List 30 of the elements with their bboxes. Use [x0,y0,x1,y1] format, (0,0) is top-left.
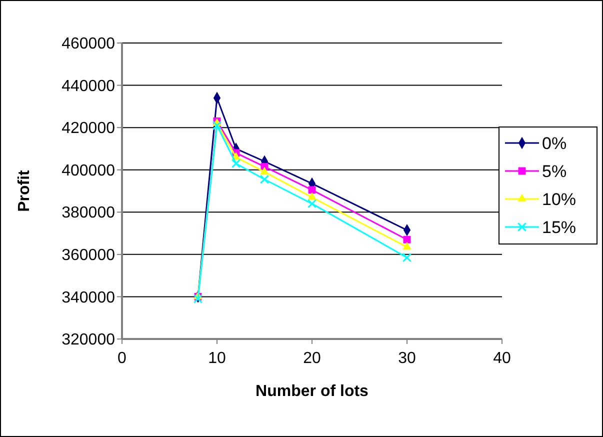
x-tick-label: 30 [398,350,416,367]
point [212,120,222,130]
legend-label: 5% [542,162,567,181]
x-tick-label: 40 [493,350,511,367]
point [193,294,203,304]
x-tick-label: 0 [118,350,127,367]
y-tick-label: 460000 [62,36,116,53]
y-tick-label: 340000 [62,289,116,306]
legend-label: 15% [542,218,576,237]
point [260,166,269,175]
point [308,192,316,200]
y-tick-label: 380000 [62,204,116,222]
y-tick-label: 440000 [62,78,116,95]
legend-label: 10% [542,190,576,209]
legend-label: 0% [542,134,567,153]
point [308,186,316,194]
y-tick-label: 400000 [62,162,116,180]
x-tick-label: 20 [303,350,321,367]
point [260,174,270,184]
y-tick-label: 360000 [62,247,116,264]
y-axis-title: Profit [16,169,33,212]
point [307,199,317,208]
y-tick-label: 420000 [62,120,116,138]
point [402,242,412,250]
point [403,236,411,244]
point [231,158,241,168]
y-tick-label: 320000 [62,332,116,349]
x-tick-label: 10 [208,350,226,367]
x-axis-title: Number of lots [256,383,369,400]
point [402,253,412,262]
